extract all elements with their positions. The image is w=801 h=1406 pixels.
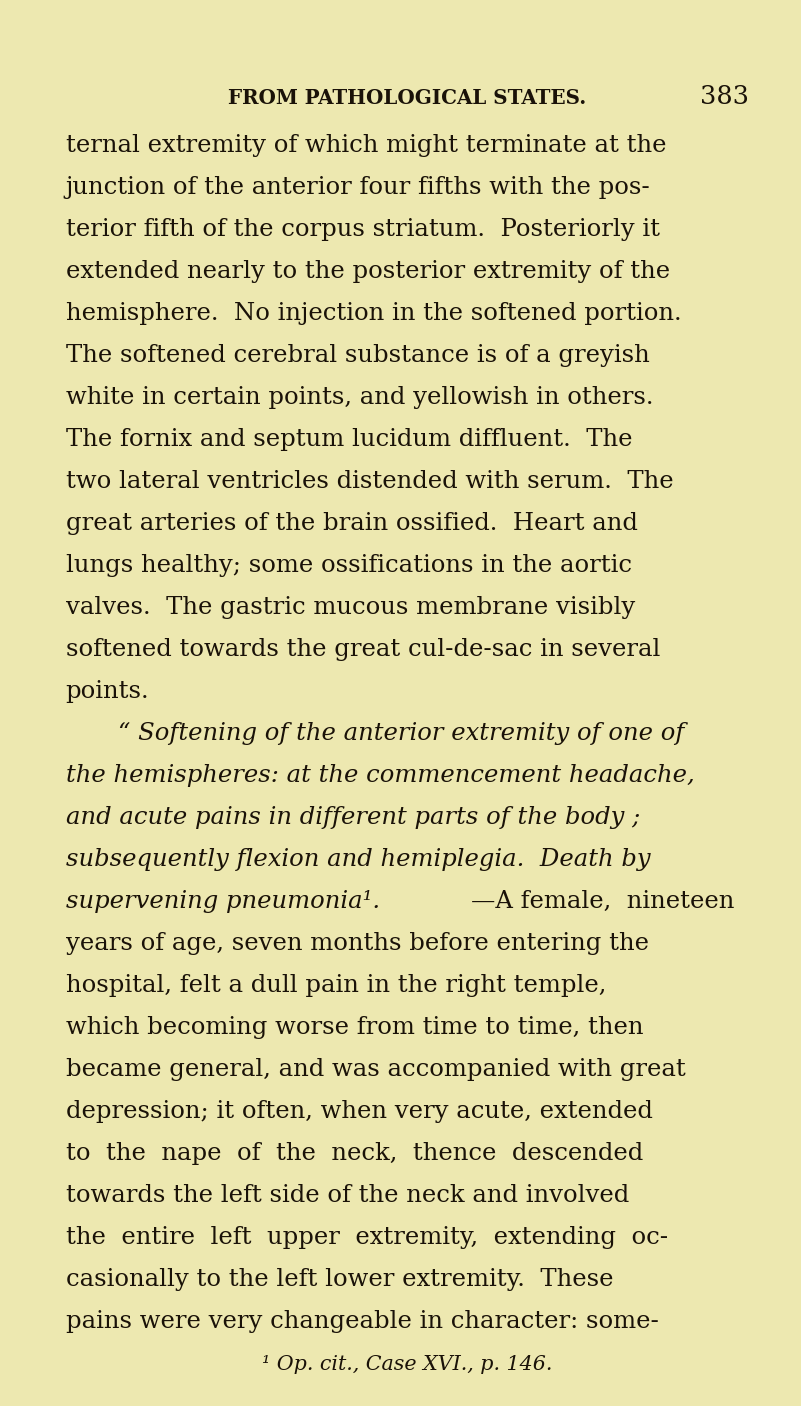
Text: 383: 383 xyxy=(700,84,749,110)
Text: supervening pneumonia¹.: supervening pneumonia¹. xyxy=(66,890,380,912)
Text: hospital, felt a dull pain in the right temple,: hospital, felt a dull pain in the right … xyxy=(66,974,606,997)
Text: subsequently flexion and hemiplegia.  Death by: subsequently flexion and hemiplegia. Dea… xyxy=(66,848,650,870)
Text: two lateral ventricles distended with serum.  The: two lateral ventricles distended with se… xyxy=(66,470,674,494)
Text: the hemispheres: at the commencement headache,: the hemispheres: at the commencement hea… xyxy=(66,763,694,787)
Text: junction of the anterior four fifths with the pos-: junction of the anterior four fifths wit… xyxy=(66,176,650,198)
Text: pains were very changeable in character: some-: pains were very changeable in character:… xyxy=(66,1310,658,1333)
Text: points.: points. xyxy=(66,681,149,703)
Text: towards the left side of the neck and involved: towards the left side of the neck and in… xyxy=(66,1184,629,1206)
Text: extended nearly to the posterior extremity of the: extended nearly to the posterior extremi… xyxy=(66,260,670,283)
Text: The softened cerebral substance is of a greyish: The softened cerebral substance is of a … xyxy=(66,344,650,367)
Text: depression; it often, when very acute, extended: depression; it often, when very acute, e… xyxy=(66,1099,653,1123)
Text: years of age, seven months before entering the: years of age, seven months before enteri… xyxy=(66,932,649,955)
Text: —A female,  nineteen: —A female, nineteen xyxy=(471,890,735,912)
Text: lungs healthy; some ossifications in the aortic: lungs healthy; some ossifications in the… xyxy=(66,554,632,576)
Text: to  the  nape  of  the  neck,  thence  descended: to the nape of the neck, thence descende… xyxy=(66,1142,643,1164)
Text: casionally to the left lower extremity.  These: casionally to the left lower extremity. … xyxy=(66,1268,614,1291)
Text: The fornix and septum lucidum diffluent.  The: The fornix and septum lucidum diffluent.… xyxy=(66,427,632,451)
Text: terior fifth of the corpus striatum.  Posteriorly it: terior fifth of the corpus striatum. Pos… xyxy=(66,218,660,240)
Text: “ Softening of the anterior extremity of one of: “ Softening of the anterior extremity of… xyxy=(118,721,684,745)
Text: ternal extremity of which might terminate at the: ternal extremity of which might terminat… xyxy=(66,134,666,157)
Text: FROM PATHOLOGICAL STATES.: FROM PATHOLOGICAL STATES. xyxy=(228,89,586,108)
Text: which becoming worse from time to time, then: which becoming worse from time to time, … xyxy=(66,1017,643,1039)
Text: valves.  The gastric mucous membrane visibly: valves. The gastric mucous membrane visi… xyxy=(66,596,635,619)
Text: softened towards the great cul-de-sac in several: softened towards the great cul-de-sac in… xyxy=(66,638,660,661)
Text: the  entire  left  upper  extremity,  extending  oc-: the entire left upper extremity, extendi… xyxy=(66,1226,668,1249)
Text: hemisphere.  No injection in the softened portion.: hemisphere. No injection in the softened… xyxy=(66,302,682,325)
Text: became general, and was accompanied with great: became general, and was accompanied with… xyxy=(66,1057,686,1081)
Text: ¹ Op. cit., Case XVI., p. 146.: ¹ Op. cit., Case XVI., p. 146. xyxy=(262,1355,553,1374)
Text: and acute pains in different parts of the body ;: and acute pains in different parts of th… xyxy=(66,806,640,830)
Text: great arteries of the brain ossified.  Heart and: great arteries of the brain ossified. He… xyxy=(66,512,638,534)
Text: white in certain points, and yellowish in others.: white in certain points, and yellowish i… xyxy=(66,385,653,409)
